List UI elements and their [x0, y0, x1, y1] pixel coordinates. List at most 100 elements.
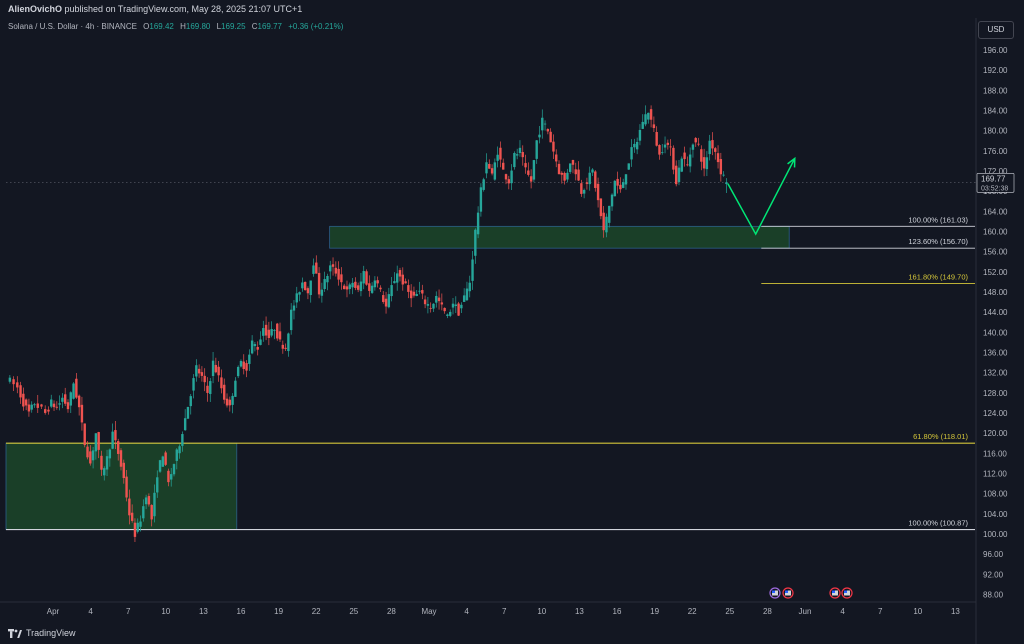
- candle-body: [270, 329, 273, 336]
- candle-body: [705, 157, 709, 170]
- candle: [644, 105, 647, 127]
- candle: [267, 321, 271, 346]
- candle: [705, 151, 709, 176]
- current-price-tag: [976, 172, 1015, 193]
- candle-body: [139, 521, 142, 527]
- x-tick-label: 22: [312, 607, 321, 616]
- x-tick-label: 19: [650, 607, 659, 616]
- candle-body: [510, 170, 513, 184]
- candle: [228, 396, 232, 412]
- candle: [365, 269, 368, 286]
- candle: [309, 280, 312, 303]
- candle-body: [326, 275, 329, 283]
- candle: [488, 159, 491, 169]
- candle: [337, 261, 340, 286]
- candle-body: [172, 464, 176, 475]
- y-tick-label: 132.00: [983, 369, 1008, 378]
- candle-body: [691, 144, 695, 150]
- candle-body: [443, 307, 446, 312]
- candle-body: [89, 451, 92, 464]
- candle: [465, 281, 469, 301]
- candle: [276, 322, 279, 341]
- candle-body: [513, 153, 516, 168]
- candle: [301, 277, 304, 292]
- high-label: H: [180, 22, 186, 31]
- candle: [351, 277, 354, 295]
- candle-body: [393, 281, 396, 284]
- candle: [649, 105, 653, 128]
- close-value: 169.77: [257, 22, 282, 31]
- candle-body: [504, 174, 508, 180]
- candle: [661, 143, 664, 155]
- candle-body: [621, 182, 625, 188]
- candle-body: [317, 272, 321, 295]
- candle: [58, 395, 61, 411]
- candle: [571, 159, 575, 174]
- candle-body: [661, 152, 664, 154]
- candle-body: [153, 492, 156, 517]
- candle-body: [555, 154, 558, 162]
- candle-body: [345, 286, 349, 290]
- candle-body: [700, 149, 703, 162]
- candle: [437, 289, 441, 310]
- candle: [396, 265, 399, 291]
- candle: [635, 137, 639, 155]
- tradingview-logo[interactable]: TradingView: [8, 625, 76, 641]
- candle-body: [186, 406, 190, 419]
- candle: [384, 291, 388, 314]
- currency-button[interactable]: USD: [978, 21, 1014, 39]
- candle-body: [482, 179, 485, 190]
- candle: [409, 284, 413, 308]
- candle-body: [147, 496, 151, 505]
- candle: [435, 291, 438, 308]
- candle: [515, 148, 519, 160]
- candle: [655, 126, 658, 147]
- candle-body: [404, 281, 407, 284]
- candle: [638, 124, 642, 146]
- candle: [669, 139, 672, 156]
- candle-body: [209, 381, 212, 394]
- x-tick-label: 19: [274, 607, 283, 616]
- candle-body: [97, 432, 100, 450]
- candle-body: [8, 377, 12, 382]
- candle-body: [635, 141, 639, 150]
- y-tick-label: 192.00: [983, 66, 1008, 75]
- candle: [117, 438, 120, 461]
- candle: [183, 409, 187, 431]
- candle-body: [580, 183, 583, 194]
- candle-body: [465, 288, 469, 301]
- candle: [443, 307, 446, 314]
- y-tick-label: 196.00: [983, 46, 1008, 55]
- author-name[interactable]: AlienOvichO: [8, 4, 63, 14]
- candle: [557, 160, 561, 175]
- candle-body: [320, 289, 324, 296]
- candle: [610, 193, 614, 211]
- candle-body: [638, 129, 642, 141]
- candle-body: [362, 271, 365, 284]
- candle-body: [351, 282, 354, 288]
- candle: [231, 393, 234, 414]
- candle-body: [610, 194, 614, 207]
- candle: [468, 275, 471, 298]
- candle: [236, 365, 240, 379]
- candle-body: [647, 112, 650, 120]
- candle: [329, 260, 332, 280]
- candle-body: [535, 140, 538, 159]
- candle: [317, 267, 321, 299]
- candle-body: [128, 498, 131, 516]
- candle: [50, 394, 53, 409]
- candle: [326, 273, 329, 291]
- candle-body: [476, 212, 480, 235]
- y-tick-label: 116.00: [983, 449, 1007, 458]
- candle-body: [708, 140, 711, 155]
- candle: [52, 400, 56, 412]
- candle: [440, 293, 444, 311]
- candle: [502, 158, 505, 170]
- candle-body: [594, 171, 597, 188]
- candle: [588, 166, 591, 191]
- candle-body: [418, 290, 421, 292]
- candle-body: [529, 176, 533, 182]
- candle-body: [591, 169, 594, 173]
- candle-body: [429, 307, 432, 309]
